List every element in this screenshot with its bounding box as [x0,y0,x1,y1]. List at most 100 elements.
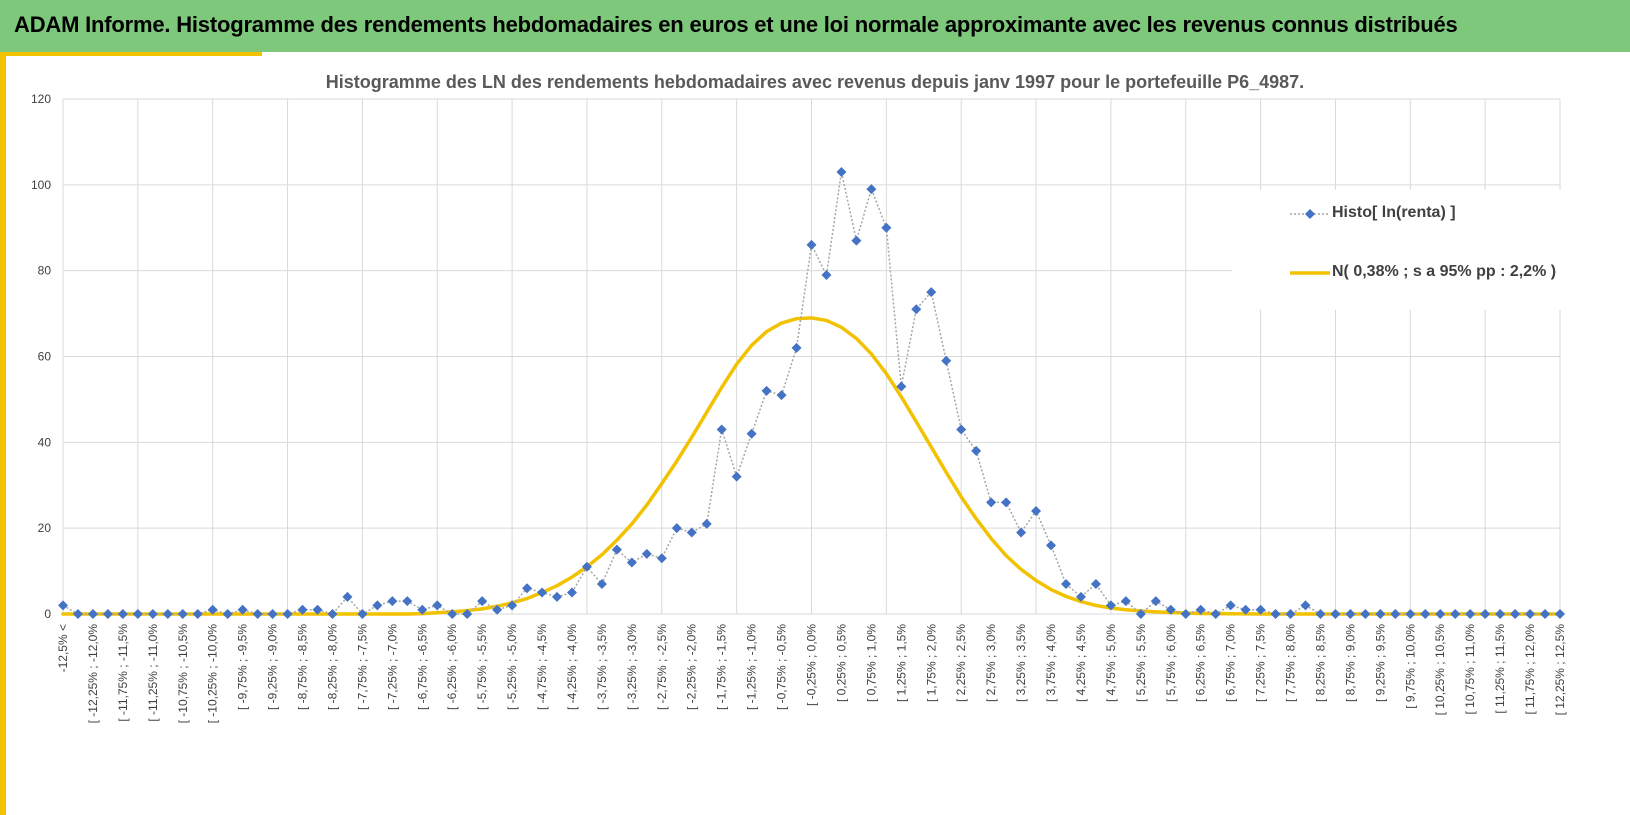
histo-point [387,596,398,607]
histo-point [1480,609,1491,619]
histo-point [252,609,263,619]
histo-point [372,600,383,611]
histo-point [1031,506,1042,516]
histo-point [342,591,353,602]
histo-point [1090,578,1101,589]
histo-point [192,609,203,619]
histo-point [686,527,697,538]
histo-point [552,591,563,602]
x-tick-label: [ 2,25% ; 2,5% [954,624,968,702]
x-tick-label: [ -6,25% ; -6,0% [445,624,459,710]
histo-point [72,609,83,619]
x-tick-label: [ 12,25% ; 12,5% [1553,624,1567,716]
chart-area [6,56,1630,815]
histo-point [162,609,173,619]
x-tick-label: [ -3,25% ; -3,0% [625,624,639,710]
x-tick-label: [ 1,25% ; 1,5% [894,624,908,702]
histo-point [581,561,592,572]
histo-point [207,604,218,615]
histo-point [926,287,937,298]
x-tick-label: [ 10,75% ; 11,0% [1463,624,1477,715]
x-tick-label: [ -11,25% ; -11,0% [146,624,160,722]
histo-point [1150,596,1161,607]
histo-point [282,609,293,619]
histo-point [1420,609,1431,619]
histo-point [701,518,712,529]
x-tick-label: [ -5,25% ; -5,0% [505,624,519,710]
x-tick-label: [ -9,25% ; -9,0% [266,624,280,710]
x-tick-label: [ -9,75% ; -9,5% [236,624,250,710]
histo-point [1195,604,1206,615]
x-tick-label: [ 11,75% ; 12,0% [1523,624,1537,715]
histo-point [132,609,143,619]
x-tick-label: [ -6,75% ; -6,5% [415,624,429,710]
histo-point [656,553,667,564]
histo-point [87,609,98,619]
legend-normal-label: N( 0,38% ; s a 95% pp : 2,2% ) [1332,263,1557,280]
histo-point [881,222,892,233]
header-bar: ADAM Informe. Histogramme des rendements… [0,0,1630,52]
x-tick-label: [ 5,25% ; 5,5% [1134,624,1148,702]
histo-point [1300,600,1311,611]
histo-point [477,596,488,607]
histo-point [537,587,548,598]
histo-point [1240,604,1251,615]
x-tick-label: [ 4,25% ; 4,5% [1074,624,1088,702]
y-tick-label: 100 [31,178,51,192]
y-tick-label: 40 [38,435,52,449]
x-tick-label: [ 0,25% ; 0,5% [834,624,848,702]
histo-point [761,385,772,396]
histo-point [447,609,458,619]
histo-point [866,184,877,195]
histo-point [147,609,158,619]
x-tick-label: [ -3,75% ; -3,5% [595,624,609,710]
histo-point [821,269,832,280]
histo-point [1360,609,1371,619]
x-tick-label: [ -5,75% ; -5,5% [475,624,489,710]
histo-point [312,604,323,615]
histo-point [1435,609,1446,619]
histo-point [626,557,637,568]
x-tick-label: [ 8,75% ; 9,0% [1343,624,1357,702]
histo-point [1016,527,1027,538]
histo-point [1210,609,1221,619]
histo-point [1540,609,1551,619]
histo-point [1075,591,1086,602]
x-tick-label: [ -11,75% ; -11,5% [116,624,130,722]
y-tick-label: 120 [31,92,51,106]
histo-point [1105,600,1116,611]
histo-point [417,604,428,615]
legend-normal-symbol [1290,271,1330,275]
x-tick-label: [ -0,25% ; 0,0% [805,624,819,706]
histo-point [1465,609,1476,619]
histo-point [1180,609,1191,619]
histo-point [462,609,473,619]
x-tick-label: [ -8,75% ; -8,5% [296,624,310,710]
y-tick-label: 0 [44,607,51,621]
histo-point [237,604,248,615]
histo-point [327,609,338,619]
x-tick-label: [ -12,25% ; -12,0% [86,624,100,724]
histo-point [1345,609,1356,619]
page-title: ADAM Informe. Histogramme des rendements… [14,12,1458,37]
x-tick-label: [ -7,75% ; -7,5% [355,624,369,710]
x-tick-label: [ -7,25% ; -7,0% [385,624,399,710]
accent-bar-top [0,52,262,56]
x-tick-label: [ -4,75% ; -4,5% [535,624,549,710]
histo-point [1001,497,1012,508]
y-tick-label: 20 [38,521,52,535]
y-tick-label: 80 [38,264,52,278]
histo-point [267,609,278,619]
histo-point [1495,609,1506,619]
x-tick-label: [ -0,75% ; -0,5% [775,624,789,710]
histo-point [671,523,682,534]
histo-point [1405,609,1416,619]
histo-point [222,609,233,619]
histo-point [836,166,847,177]
x-tick-label: [ 11,25% ; 11,5% [1493,624,1507,714]
histo-point [117,609,128,619]
histo-point [1285,609,1296,619]
histo-point [297,604,308,615]
x-tick-label: [ -8,25% ; -8,0% [325,624,339,710]
